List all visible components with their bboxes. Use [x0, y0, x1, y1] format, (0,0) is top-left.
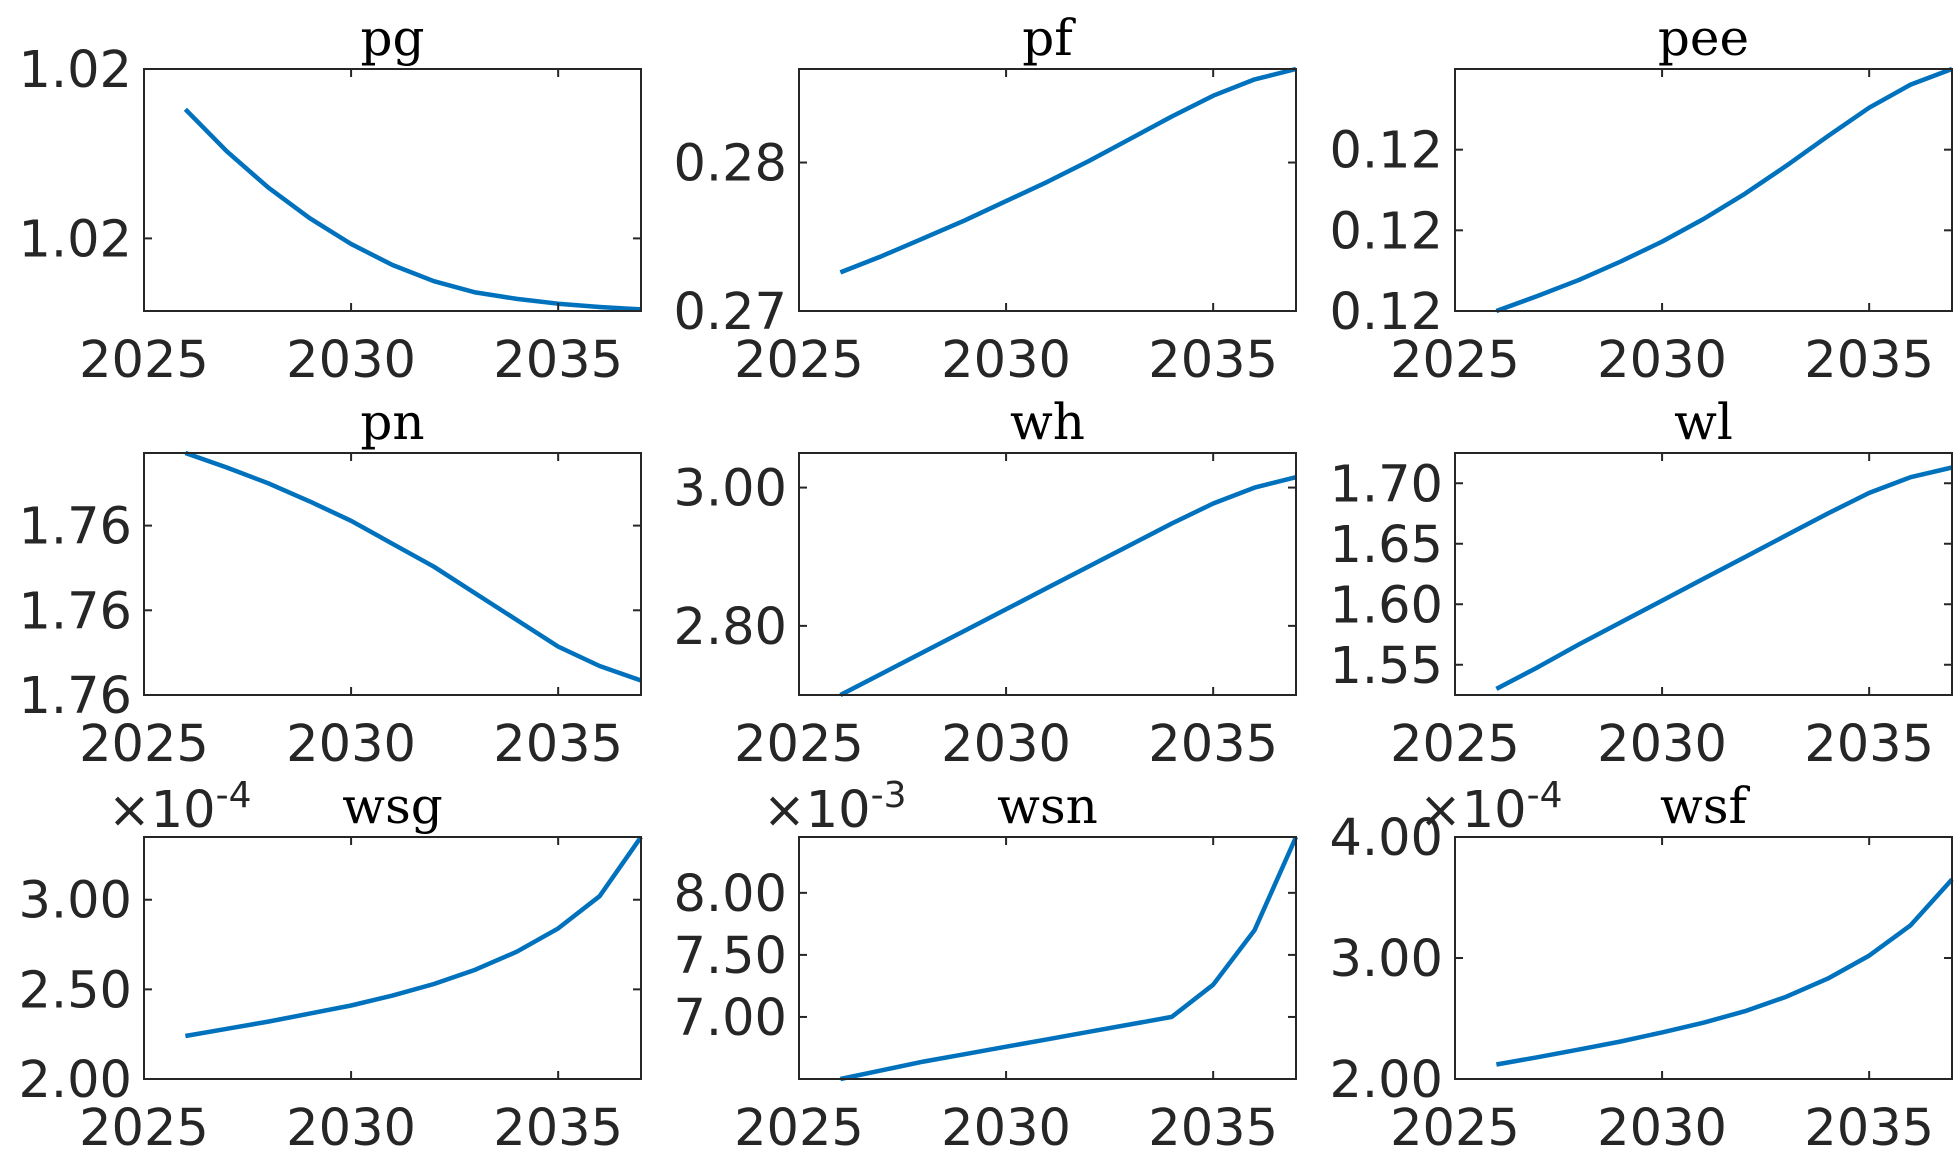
- chart-wsf-axes-box: [1454, 836, 1953, 1080]
- chart-wsn-x-tick-label: 2035: [1148, 1099, 1278, 1157]
- chart-pf-axes-box: [798, 68, 1297, 312]
- chart-wsg-panel: 2025 2030 2035 2.00 2.50 3.00 wsg ×10-4: [18, 775, 643, 1157]
- chart-pf-series-line: [839, 66, 1297, 275]
- chart-wsf-y-tick-label: 3.00: [1329, 930, 1443, 989]
- chart-pg-y-tick-label: 1.02: [18, 210, 132, 269]
- chart-wh-x-tick-label: 2030: [941, 715, 1071, 774]
- chart-wl-y-tick-label: 1.60: [1329, 576, 1443, 635]
- chart-wsf-panel: 2025 2030 2035 2.00 3.00 4.00 wsf ×10-4: [1329, 775, 1954, 1157]
- chart-pn-axes-box: [143, 452, 642, 696]
- chart-wsn-y-tick-label: 7.50: [673, 927, 787, 986]
- chart-wsg-y-tick-label: 2.50: [18, 961, 132, 1020]
- chart-wh-x-tick-label: 2035: [1148, 715, 1278, 774]
- chart-wsf-exponent-label: ×10-4: [1419, 775, 1563, 840]
- chart-wl-y-tick-label: 1.65: [1329, 516, 1443, 575]
- chart-wl-axes-box: [1454, 452, 1953, 696]
- chart-pg-x-tick-label: 2035: [493, 331, 623, 390]
- chart-wl-x-tick-label: 2035: [1804, 715, 1934, 774]
- chart-wl-panel: 2025 2030 2035 1.551.601.651.70 wl: [1329, 393, 1953, 774]
- chart-pee-title: pee: [1658, 9, 1749, 67]
- chart-wsn-y-tick-label: 7.00: [673, 989, 787, 1048]
- chart-pn-x-tick-label: 2025: [79, 715, 209, 774]
- chart-wsf-title: wsf: [1660, 777, 1750, 835]
- chart-pee-x-tick-label: 2025: [1390, 331, 1520, 390]
- chart-wh-axes-box: [798, 452, 1297, 696]
- chart-wsg-x-tick-label: 2030: [286, 1099, 416, 1157]
- chart-pg-title: pg: [360, 9, 424, 67]
- chart-wsf-y-tick-label: 2.00: [1329, 1051, 1443, 1110]
- chart-pf-x-tick-label: 2035: [1148, 331, 1278, 390]
- chart-pf-y-tick-label: 0.28: [673, 135, 787, 194]
- chart-wsg-x-tick-label: 2035: [493, 1099, 623, 1157]
- chart-wsn-x-tick-label: 2025: [734, 1099, 864, 1157]
- chart-wl-x-tick-label: 2025: [1390, 715, 1520, 774]
- chart-pg-series-line: [183, 107, 642, 312]
- chart-pn-x-tick-label: 2035: [493, 715, 623, 774]
- chart-pn-title: pn: [360, 393, 424, 451]
- chart-wsg-title: wsg: [342, 777, 442, 835]
- chart-wsn-x-tick-label: 2030: [941, 1099, 1071, 1157]
- chart-pn-x-tick-label: 2030: [286, 715, 416, 774]
- chart-pee-series-line: [1495, 66, 1953, 314]
- chart-wsg-series-line: [185, 835, 643, 1039]
- chart-wh-y-tick-label: 2.80: [673, 598, 787, 657]
- chart-wsn-title: wsn: [997, 777, 1098, 835]
- chart-wsn-series-line: [839, 836, 1299, 1082]
- chart-wsg-x-tick-label: 2025: [79, 1099, 209, 1157]
- chart-pee-y-tick-label: 0.12: [1329, 283, 1443, 342]
- chart-wl-title: wl: [1674, 393, 1733, 451]
- chart-pf-x-tick-label: 2030: [941, 331, 1071, 390]
- chart-wsf-series-line: [1496, 877, 1954, 1067]
- chart-pee-y-tick-label: 0.12: [1329, 202, 1443, 261]
- chart-pee-x-tick-label: 2030: [1597, 331, 1727, 390]
- chart-pg-x-tick-label: 2025: [79, 331, 209, 390]
- chart-pee-y-tick-label: 0.12: [1329, 122, 1443, 181]
- chart-pee-panel: 2025 2030 2035 0.12 0.12 0.12 pee: [1329, 9, 1953, 390]
- chart-pn-y-tick-label: 1.76: [18, 582, 132, 641]
- chart-pf-panel: 2025 2030 2035 0.27 0.28 pf: [673, 9, 1297, 390]
- chart-wsf-y-tick-label: 4.00: [1329, 809, 1443, 868]
- chart-wsn-panel: 2025 2030 2035 7.007.508.00 wsn ×10-3: [673, 775, 1299, 1157]
- chart-pn-y-tick-label: 1.76: [18, 667, 132, 726]
- chart-pg-panel: 2025 2030 2035 1.02 1.02 pg: [18, 9, 642, 390]
- chart-pf-y-tick-label: 0.27: [673, 283, 787, 342]
- chart-wsf-x-tick-label: 2030: [1597, 1099, 1727, 1157]
- chart-wsg-y-tick-label: 2.00: [18, 1051, 132, 1110]
- chart-wh-title: wh: [1010, 393, 1085, 451]
- chart-wsg-exponent-label: ×10-4: [108, 775, 252, 840]
- chart-pn-y-tick-label: 1.76: [18, 498, 132, 557]
- chart-pg-x-tick-label: 2030: [286, 331, 416, 390]
- chart-wl-x-tick-label: 2030: [1597, 715, 1727, 774]
- chart-pg-axes-box: [143, 68, 642, 312]
- chart-pf-title: pf: [1022, 9, 1076, 67]
- chart-wsf-x-tick-label: 2035: [1804, 1099, 1934, 1157]
- chart-pn-panel: 2025 2030 2035 1.76 1.76 1.76 pn: [18, 393, 642, 774]
- chart-wl-y-tick-label: 1.55: [1329, 637, 1443, 696]
- chart-pf-x-tick-label: 2025: [734, 331, 864, 390]
- chart-pee-axes-box: [1454, 68, 1953, 312]
- chart-wh-y-tick-label: 3.00: [673, 460, 787, 519]
- chart-wsg-axes-box: [143, 836, 642, 1080]
- chart-wl-y-tick-label: 1.70: [1329, 455, 1443, 514]
- chart-wsf-x-tick-label: 2025: [1390, 1099, 1520, 1157]
- chart-wsn-exponent-label: ×10-3: [763, 775, 907, 840]
- chart-wsg-y-tick-label: 3.00: [18, 872, 132, 931]
- chart-wh-panel: 2025 2030 2035 2.80 3.00 wh: [673, 393, 1297, 774]
- chart-wh-x-tick-label: 2025: [734, 715, 864, 774]
- chart-pg-y-tick-label: 1.02: [18, 41, 132, 100]
- chart-wsn-y-tick-label: 8.00: [673, 865, 787, 924]
- chart-wl-series-line: [1495, 465, 1953, 691]
- chart-wsn-axes-box: [798, 836, 1297, 1080]
- chart-pee-x-tick-label: 2035: [1804, 331, 1934, 390]
- chart-wh-series-line: [839, 475, 1297, 697]
- chart-pn-series-line: [184, 450, 642, 683]
